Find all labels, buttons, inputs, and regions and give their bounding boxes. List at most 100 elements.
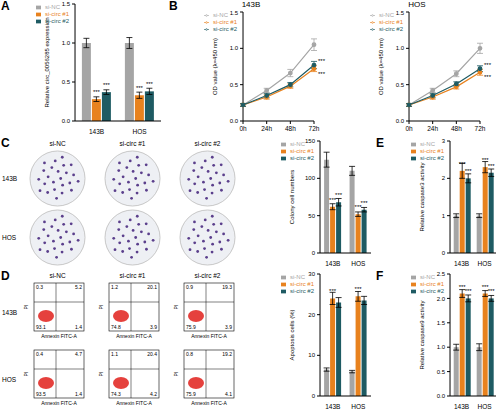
svg-text:2.0: 2.0 (437, 296, 446, 302)
svg-text:Annexin FITC-A: Annexin FITC-A (116, 400, 152, 406)
svg-text:Annexin FITC-A: Annexin FITC-A (41, 333, 77, 339)
svg-text:50: 50 (308, 213, 315, 219)
svg-text:4.7: 4.7 (75, 351, 82, 357)
svg-text:si-circ #2: si-circ #2 (194, 140, 220, 147)
svg-text:***: *** (146, 81, 154, 87)
svg-text:30: 30 (308, 271, 315, 277)
svg-text:143B: 143B (454, 260, 469, 267)
svg-text:0.8: 0.8 (186, 351, 193, 357)
svg-text:PI: PI (173, 372, 179, 377)
svg-text:75.9: 75.9 (186, 324, 196, 330)
svg-text:HOS: HOS (477, 260, 492, 267)
svg-text:PI: PI (98, 372, 104, 377)
svg-text:1.5: 1.5 (396, 10, 405, 16)
svg-text:0.0: 0.0 (230, 118, 239, 124)
svg-text:150: 150 (305, 138, 316, 144)
svg-text:***: *** (335, 192, 343, 198)
svg-text:HOS: HOS (8, 376, 17, 383)
svg-text:Relative circ_0056285 expressi: Relative circ_0056285 expression (44, 17, 50, 107)
svg-text:19.3: 19.3 (222, 284, 232, 290)
svg-text:si-NC: si-NC (49, 272, 66, 279)
svg-text:143B: 143B (325, 403, 340, 410)
svg-text:0.9: 0.9 (186, 284, 193, 290)
svg-text:Relative caspase9 activity: Relative caspase9 activity (419, 300, 425, 369)
svg-text:1.1: 1.1 (111, 351, 118, 357)
svg-text:PI: PI (98, 305, 104, 310)
svg-text:74.8: 74.8 (111, 324, 121, 330)
svg-text:HOS: HOS (351, 260, 366, 267)
svg-text:1: 1 (442, 213, 446, 219)
svg-text:***: *** (103, 82, 111, 88)
svg-text:48h: 48h (285, 125, 296, 132)
svg-text:10: 10 (308, 352, 315, 358)
svg-text:***: *** (355, 286, 363, 292)
svg-text:si-circ #1: si-circ #1 (119, 272, 145, 279)
svg-text:0.3: 0.3 (36, 284, 43, 290)
svg-text:72h: 72h (475, 125, 486, 132)
svg-text:19.2: 19.2 (222, 351, 232, 357)
svg-text:3: 3 (442, 138, 446, 144)
svg-text:***: *** (465, 288, 473, 294)
svg-text:0: 0 (442, 250, 446, 256)
svg-text:***: *** (318, 71, 326, 77)
svg-text:20: 20 (308, 312, 315, 318)
svg-text:***: *** (465, 168, 473, 174)
svg-text:2: 2 (442, 175, 446, 181)
svg-text:OD value (λ=450 nm): OD value (λ=450 nm) (212, 38, 218, 95)
svg-text:***: *** (488, 163, 492, 169)
svg-text:1.4: 1.4 (75, 324, 82, 330)
svg-text:0.4: 0.4 (36, 351, 43, 357)
svg-text:24h: 24h (427, 125, 438, 132)
svg-text:PI: PI (23, 305, 29, 310)
svg-text:5.2: 5.2 (75, 284, 82, 290)
svg-text:PI: PI (173, 305, 179, 310)
svg-text:HOS: HOS (8, 234, 17, 241)
svg-text:1.0: 1.0 (396, 45, 405, 51)
svg-text:1.5: 1.5 (62, 1, 71, 7)
svg-text:0h: 0h (239, 125, 247, 132)
svg-text:143B: 143B (89, 128, 104, 135)
svg-text:***: *** (318, 58, 326, 64)
svg-text:***: *** (93, 89, 101, 95)
svg-text:4.1: 4.1 (225, 391, 232, 397)
svg-text:***: *** (484, 62, 492, 68)
svg-text:143B: 143B (454, 403, 469, 410)
svg-text:***: *** (136, 85, 144, 91)
svg-text:72h: 72h (309, 125, 320, 132)
svg-text:0.5: 0.5 (62, 79, 71, 85)
svg-text:143B: 143B (8, 309, 17, 316)
svg-text:74.3: 74.3 (111, 391, 121, 397)
svg-text:HOS: HOS (477, 403, 492, 410)
svg-text:2.5: 2.5 (437, 271, 446, 277)
svg-text:HOS: HOS (351, 403, 366, 410)
svg-text:1.4: 1.4 (75, 391, 82, 397)
svg-text:Annexin FITC-A: Annexin FITC-A (41, 400, 77, 406)
svg-text:75.9: 75.9 (186, 391, 196, 397)
svg-text:si-circ #2: si-circ #2 (194, 272, 220, 279)
svg-text:1.0: 1.0 (62, 40, 71, 46)
svg-text:0.5: 0.5 (396, 82, 405, 88)
svg-text:1.5: 1.5 (230, 10, 239, 16)
svg-text:20.4: 20.4 (147, 351, 157, 357)
svg-text:si-circ #1: si-circ #1 (119, 140, 145, 147)
svg-text:48h: 48h (451, 125, 462, 132)
svg-text:si-NC: si-NC (49, 140, 66, 147)
svg-text:0.0: 0.0 (437, 393, 446, 399)
svg-text:***: *** (361, 200, 369, 206)
svg-text:Colony cell numbers: Colony cell numbers (289, 170, 295, 224)
svg-text:OD value (λ=450 nm): OD value (λ=450 nm) (378, 38, 384, 95)
svg-text:***: *** (329, 288, 337, 294)
svg-text:143B: 143B (8, 175, 17, 182)
svg-text:Apoptosis cells (%): Apoptosis cells (%) (289, 309, 295, 360)
svg-text:93.5: 93.5 (36, 391, 46, 397)
svg-text:0: 0 (312, 250, 316, 256)
svg-text:3.9: 3.9 (225, 324, 232, 330)
svg-text:100: 100 (305, 175, 316, 181)
svg-text:Annexin FITC-A: Annexin FITC-A (191, 333, 227, 339)
svg-text:1.2: 1.2 (111, 284, 118, 290)
svg-text:0.0: 0.0 (62, 118, 71, 124)
svg-text:93.1: 93.1 (36, 324, 46, 330)
svg-text:1.0: 1.0 (230, 45, 239, 51)
svg-text:Annexin FITC-A: Annexin FITC-A (191, 400, 227, 406)
svg-text:4.2: 4.2 (150, 391, 157, 397)
